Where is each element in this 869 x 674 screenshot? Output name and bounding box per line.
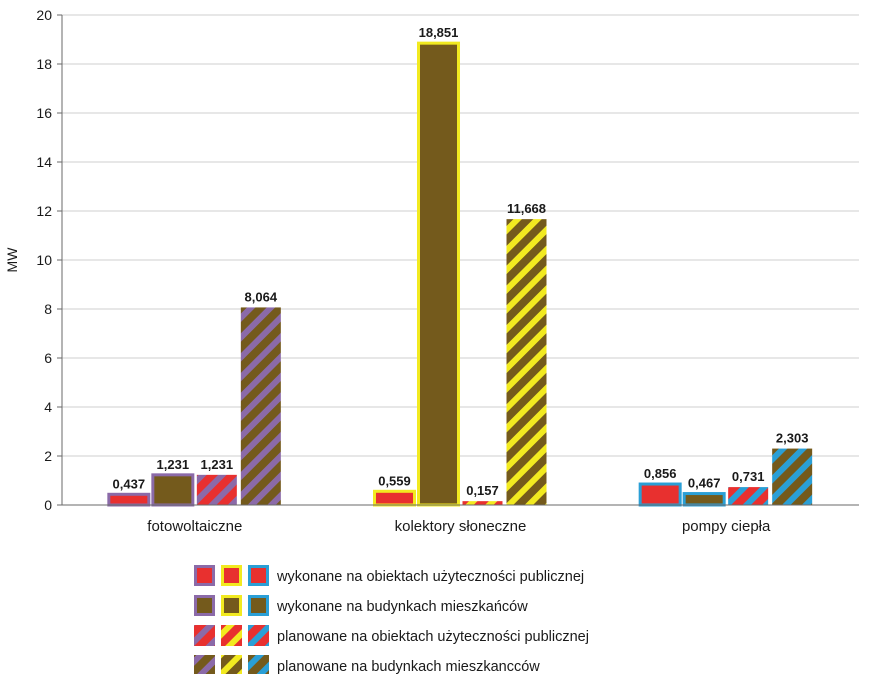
y-tick-label: 6 — [44, 350, 52, 366]
legend-item: planowane na obiektach użyteczności publ… — [194, 625, 589, 646]
y-tick-label: 0 — [44, 497, 52, 513]
y-tick-label: 14 — [36, 154, 52, 170]
bar — [151, 473, 195, 507]
legend-item: planowane na budynkach mieszkancców — [194, 655, 540, 674]
bar — [506, 219, 547, 505]
legend-swatch — [221, 595, 242, 616]
legend-item: wykonane na budynkach mieszkańców — [194, 595, 528, 616]
legend-swatch — [194, 595, 215, 616]
data-label: 0,731 — [732, 469, 765, 484]
legend-label: wykonane na obiektach użyteczności publi… — [276, 569, 584, 585]
bar — [373, 489, 416, 507]
y-tick-label: 20 — [36, 7, 52, 23]
legend: wykonane na obiektach użyteczności publi… — [194, 565, 589, 674]
legend-item: wykonane na obiektach użyteczności publi… — [194, 565, 584, 586]
bar — [107, 492, 151, 507]
data-label: 0,157 — [466, 483, 499, 498]
y-tick-label: 10 — [36, 252, 52, 268]
y-tick-label: 12 — [36, 203, 52, 219]
bar — [638, 482, 682, 507]
data-label: 2,303 — [776, 431, 809, 446]
legend-swatch — [221, 565, 242, 586]
bar — [728, 487, 769, 505]
y-tick-label: 16 — [36, 105, 52, 121]
legend-swatch — [221, 625, 242, 646]
y-axis-ticks: 0 2 4 6 8 10 12 14 16 18 20 — [36, 7, 63, 513]
data-label: 18,851 — [419, 25, 459, 40]
legend-swatch — [248, 655, 269, 674]
data-label: 0,467 — [688, 476, 721, 491]
data-label: 0,437 — [113, 476, 146, 491]
y-tick-label: 2 — [44, 448, 52, 464]
legend-swatch — [248, 625, 269, 646]
data-label: 1,231 — [201, 457, 234, 472]
data-label: 11,668 — [507, 201, 546, 216]
bar — [417, 41, 460, 507]
legend-swatch — [194, 625, 215, 646]
legend-swatch — [248, 565, 269, 586]
bar — [240, 307, 281, 505]
bars — [107, 41, 813, 507]
y-tick-label: 18 — [36, 56, 52, 72]
legend-swatch — [194, 565, 215, 586]
category-label: fotowoltaiczne — [147, 518, 242, 535]
category-label: kolektory słoneczne — [395, 518, 527, 535]
data-label: 8,064 — [245, 289, 278, 304]
data-label: 1,231 — [157, 457, 190, 472]
legend-label: wykonane na budynkach mieszkańców — [276, 599, 528, 615]
bar — [196, 474, 237, 505]
legend-label: planowane na obiektach użyteczności publ… — [277, 629, 589, 645]
legend-label: planowane na budynkach mieszkancców — [277, 659, 540, 674]
x-axis-categories: fotowoltaiczne kolektory słoneczne pompy c… — [147, 518, 771, 535]
category-label: pompy ciepła — [682, 518, 771, 535]
bar — [772, 448, 813, 505]
y-tick-label: 4 — [44, 399, 52, 415]
data-labels: 0,437 1,231 1,231 8,064 0,559 18,851 0,157 11,6… — [113, 25, 809, 498]
gridlines — [62, 14, 859, 506]
data-label: 0,559 — [378, 473, 411, 488]
bar — [682, 492, 726, 507]
bar — [462, 501, 503, 505]
y-axis-label: MW — [4, 247, 20, 273]
legend-swatch — [248, 595, 269, 616]
y-tick-label: 8 — [44, 301, 52, 317]
legend-swatch — [194, 655, 215, 674]
data-label: 0,856 — [644, 466, 677, 481]
legend-swatch — [221, 655, 242, 674]
